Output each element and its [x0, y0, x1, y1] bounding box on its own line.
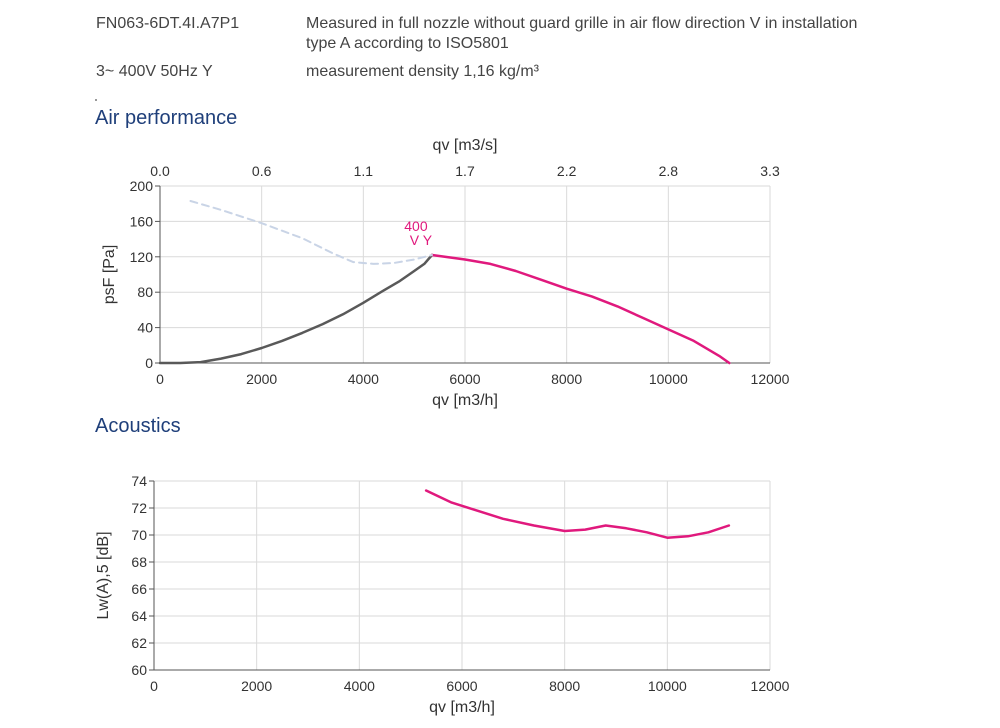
chart1-annotation-speed: 400 [404, 218, 428, 234]
chart1-y-tick-label: 40 [137, 320, 153, 336]
chart2-x-axis-label: qv [m3/h] [429, 699, 495, 716]
chart1-y-axis-label: psF [Pa] [101, 245, 118, 305]
chart1-x2-tick-label: 3.3 [760, 163, 780, 179]
chart1-x2-axis-label: qv [m3/s] [433, 137, 498, 154]
chart2-y-tick-label: 60 [131, 662, 147, 678]
chart1-x-tick-label: 6000 [449, 371, 480, 387]
chart1-y-tick-label: 80 [137, 284, 153, 300]
chart1-x2-tick-label: 2.8 [659, 163, 679, 179]
separator-dot [95, 99, 97, 101]
model-label: FN063-6DT.4I.A7P1 [96, 15, 240, 32]
chart1-x2-tick-label: 0.0 [150, 163, 170, 179]
chart2-x-tick-label: 12000 [751, 678, 790, 694]
chart1-annotation-connection: V Y [410, 232, 433, 248]
chart1-x2-tick-label: 1.1 [354, 163, 374, 179]
chart1-y-tick-label: 200 [130, 178, 154, 194]
chart1-x-tick-label: 0 [156, 371, 164, 387]
chart2-series-1-line [424, 489, 731, 539]
chart2-y-axis-label: Lw(A),5 [dB] [95, 531, 112, 619]
chart1-x-tick-label: 2000 [246, 371, 277, 387]
chart1-x2-tick-label: 1.7 [455, 163, 475, 179]
chart2-y-tick-label: 70 [131, 527, 147, 543]
chart2-y-tick-label: 66 [131, 581, 147, 597]
chart2-y-tick-label: 68 [131, 554, 147, 570]
chart2-x-tick-label: 8000 [549, 678, 580, 694]
density-label: measurement density 1,16 kg/m³ [306, 63, 539, 80]
voltage-label: 3~ 400V 50Hz Y [96, 63, 213, 80]
chart1-x-tick-label: 10000 [649, 371, 688, 387]
chart2-y-tick-label: 62 [131, 635, 147, 651]
chart2-y-tick-label: 74 [131, 473, 147, 489]
chart2-x-tick-label: 4000 [344, 678, 375, 694]
chart2-y-tick-label: 72 [131, 500, 147, 516]
chart1-y-tick-label: 120 [130, 249, 154, 265]
chart1-series-2-line [430, 253, 731, 365]
chart1-x-axis-label: qv [m3/h] [432, 392, 498, 409]
measurement-line-1: Measured in full nozzle without guard gr… [306, 15, 858, 32]
chart1-y-tick-label: 160 [130, 213, 154, 229]
chart2-x-tick-label: 0 [150, 678, 158, 694]
measurement-line-2: type A according to ISO5801 [306, 35, 509, 52]
chart2-y-tick-label: 64 [131, 608, 147, 624]
chart1-x2-tick-label: 0.6 [252, 163, 272, 179]
chart1-x-tick-label: 12000 [751, 371, 790, 387]
chart2-x-tick-label: 6000 [446, 678, 477, 694]
chart1-y-tick-label: 0 [145, 355, 153, 371]
chart1-series-3-line [189, 200, 433, 265]
air-performance-title: Air performance [95, 107, 238, 129]
chart2-x-tick-label: 2000 [241, 678, 272, 694]
chart1-x-tick-label: 8000 [551, 371, 582, 387]
chart2-x-tick-label: 10000 [648, 678, 687, 694]
chart1-x-tick-label: 4000 [348, 371, 379, 387]
chart1-x2-tick-label: 2.2 [557, 163, 577, 179]
chart1-series-1-line [158, 253, 434, 365]
acoustics-title: Acoustics [95, 415, 181, 437]
